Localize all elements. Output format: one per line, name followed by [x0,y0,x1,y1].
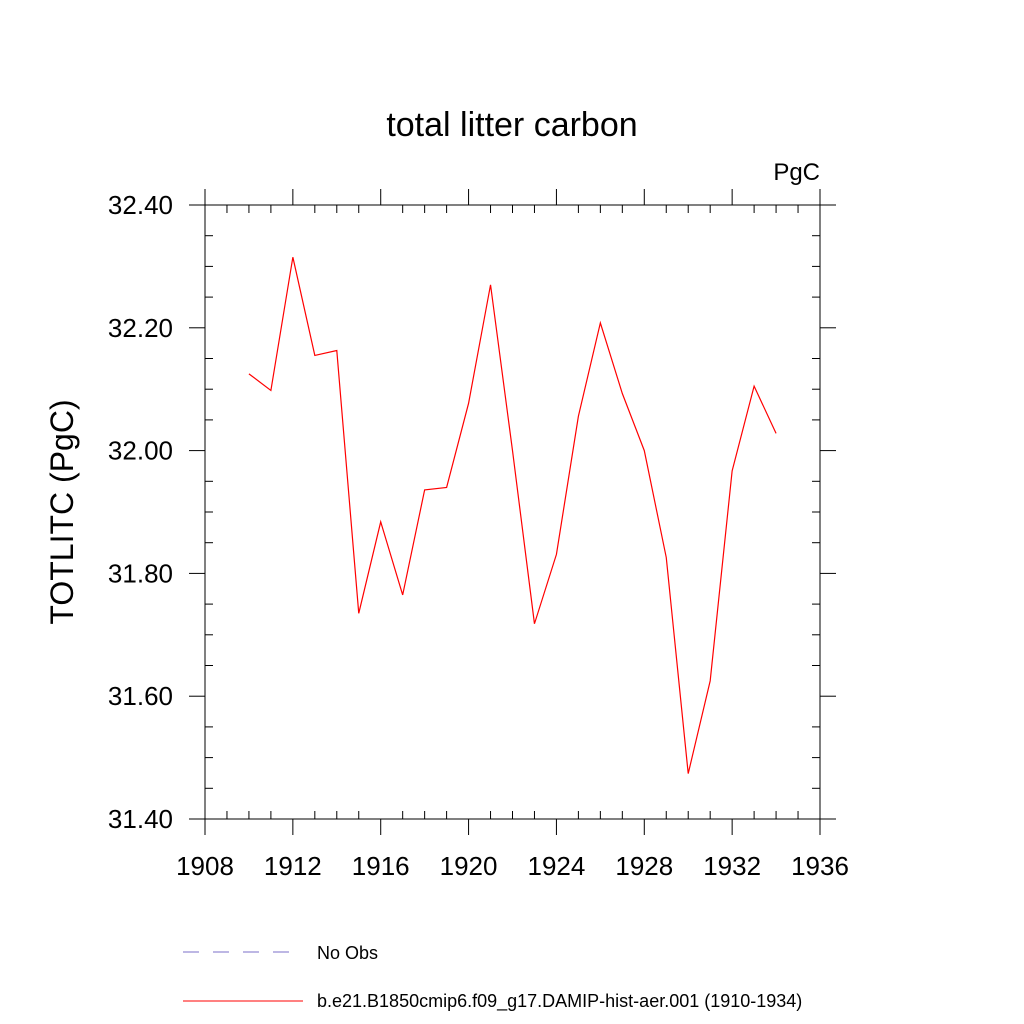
x-axis-tick-labels: 1908 1912 1916 1920 1924 1928 1932 1936 [176,851,849,881]
units-label: PgC [773,159,820,186]
y-axis-tick-labels: 31.40 31.60 31.80 32.00 32.20 32.40 [108,190,173,834]
y-axis-ticks [189,204,836,820]
series-line [248,257,777,774]
x-tick-label: 1916 [352,851,410,881]
y-tick-label: 32.40 [108,190,173,220]
x-axis-ticks [204,189,821,835]
legend-label-no-obs: No Obs [317,943,378,963]
y-tick-label: 31.80 [108,558,173,588]
chart-title: total litter carbon [386,106,637,144]
x-tick-label: 1932 [703,851,761,881]
y-axis-label: TOTLITC (PgC) [44,399,80,624]
x-tick-label: 1928 [615,851,673,881]
x-tick-label: 1920 [440,851,498,881]
legend: No Obs b.e21.B1850cmip6.f09_g17.DAMIP-hi… [183,943,802,1012]
series-lines [248,257,777,774]
y-tick-label: 31.60 [108,681,173,711]
legend-label-model: b.e21.B1850cmip6.f09_g17.DAMIP-hist-aer.… [317,991,802,1012]
x-tick-label: 1924 [528,851,586,881]
y-tick-label: 32.00 [108,436,173,466]
y-tick-label: 32.20 [108,313,173,343]
x-tick-label: 1936 [791,851,849,881]
y-tick-label: 31.40 [108,804,173,834]
x-tick-label: 1912 [264,851,322,881]
x-tick-label: 1908 [176,851,234,881]
